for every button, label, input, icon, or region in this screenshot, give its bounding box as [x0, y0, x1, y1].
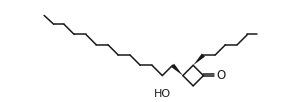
Polygon shape [171, 64, 183, 76]
Text: HO: HO [154, 89, 171, 99]
Polygon shape [193, 53, 205, 65]
Text: O: O [216, 69, 225, 82]
